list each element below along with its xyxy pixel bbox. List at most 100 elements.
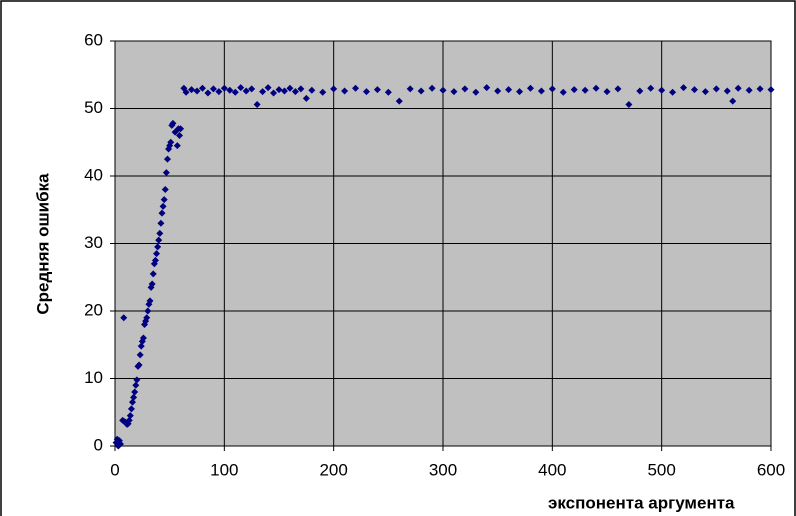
data-point (231, 88, 239, 96)
data-point (636, 87, 644, 95)
data-point (173, 142, 181, 150)
data-point (162, 169, 170, 177)
data-point (158, 209, 166, 217)
data-point (690, 86, 698, 94)
x-tick-label: 0 (110, 460, 119, 479)
data-point (658, 86, 666, 94)
data-point (428, 84, 436, 92)
data-point (127, 405, 135, 413)
data-point (341, 87, 349, 95)
x-axis-label: экспонента аргумента (548, 493, 735, 512)
data-point (373, 86, 381, 94)
data-point (291, 88, 299, 96)
data-point (614, 85, 622, 93)
x-tick-label: 300 (429, 460, 457, 479)
data-point (144, 307, 152, 315)
data-point (581, 86, 589, 94)
data-point (592, 84, 600, 92)
data-point (701, 88, 709, 96)
data-point (756, 85, 764, 93)
data-point (723, 87, 731, 95)
data-point (198, 84, 206, 92)
data-point (286, 84, 294, 92)
data-point (188, 86, 196, 94)
data-point (220, 84, 228, 92)
data-point (248, 85, 256, 93)
data-point (264, 84, 272, 92)
data-point (647, 84, 655, 92)
data-point (625, 100, 633, 108)
data-point (193, 87, 201, 95)
data-point (526, 84, 534, 92)
data-point (136, 351, 144, 359)
y-tick-label: 30 (84, 233, 103, 252)
data-point (204, 89, 212, 97)
data-point (132, 381, 140, 389)
data-point (135, 361, 143, 369)
data-point (450, 88, 458, 96)
data-point (253, 100, 261, 108)
x-tick-label: 600 (757, 460, 785, 479)
data-point (156, 229, 164, 237)
data-point (155, 236, 163, 244)
data-point (169, 119, 177, 127)
data-point (120, 314, 128, 322)
data-point (130, 393, 138, 401)
data-point (352, 84, 360, 92)
data-point (406, 85, 414, 93)
data-point (215, 88, 223, 96)
data-point (242, 87, 250, 95)
data-point (226, 86, 234, 94)
y-tick-label: 0 (94, 435, 103, 454)
y-tick-label: 60 (84, 30, 103, 49)
data-point (237, 84, 245, 92)
data-point (384, 88, 392, 96)
data-point (330, 85, 338, 93)
data-point (680, 84, 688, 92)
data-point (149, 270, 157, 278)
data-point (439, 86, 447, 94)
data-point (669, 88, 677, 96)
data-point (167, 138, 175, 146)
data-point (176, 132, 184, 139)
data-point (259, 88, 267, 96)
data-point (133, 376, 141, 384)
y-tick-label: 40 (84, 165, 103, 184)
data-point (483, 84, 491, 92)
data-point (139, 334, 147, 342)
x-tick-label: 400 (538, 460, 566, 479)
data-point (151, 256, 159, 264)
data-point (712, 85, 720, 93)
data-point (461, 85, 469, 93)
x-tick-label: 200 (319, 460, 347, 479)
y-tick-label: 50 (84, 98, 103, 117)
data-point (767, 86, 775, 94)
data-point (270, 89, 278, 97)
data-point (161, 186, 169, 193)
data-point (395, 97, 403, 105)
x-tick-label: 100 (210, 460, 238, 479)
data-point (182, 88, 190, 96)
data-point (163, 155, 171, 163)
data-point (153, 250, 161, 258)
data-point (280, 87, 288, 95)
data-point (126, 412, 134, 420)
data-point (570, 86, 578, 94)
data-point (131, 388, 139, 396)
data-point (125, 416, 133, 424)
data-point (143, 314, 151, 322)
data-point (275, 86, 283, 94)
data-point (157, 219, 165, 227)
x-tick-label: 500 (647, 460, 675, 479)
data-point (417, 87, 425, 95)
data-point (505, 86, 513, 94)
data-point (516, 88, 524, 96)
data-point (116, 440, 124, 448)
data-point (362, 88, 370, 96)
y-axis-label: Средняя ошибка (33, 173, 52, 315)
data-point (297, 85, 305, 93)
data-point (559, 88, 567, 96)
data-point (137, 342, 145, 350)
y-tick-label: 10 (84, 368, 103, 387)
